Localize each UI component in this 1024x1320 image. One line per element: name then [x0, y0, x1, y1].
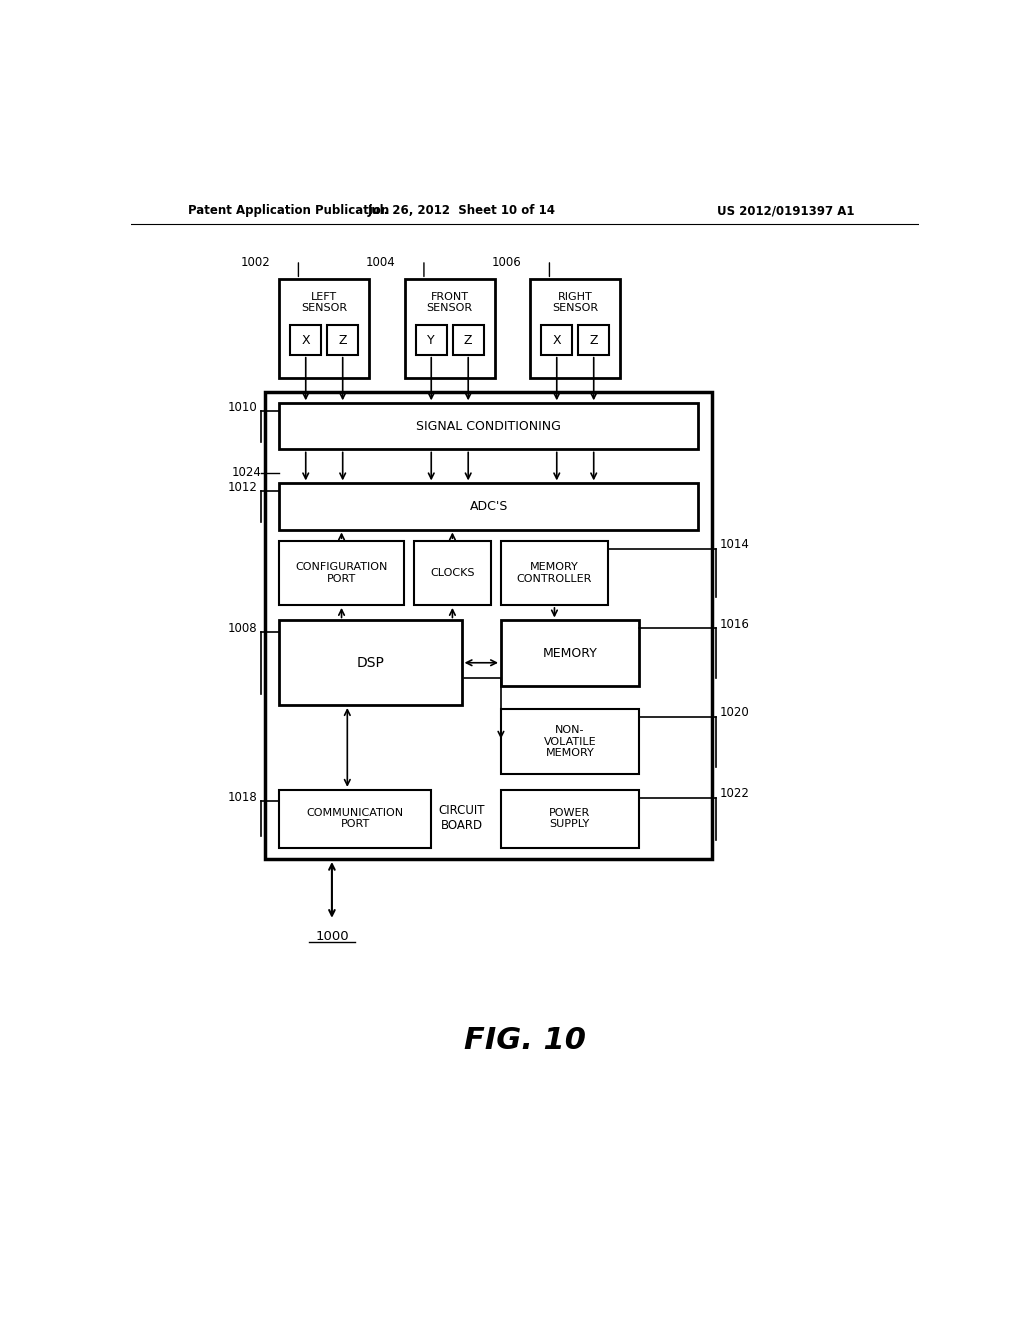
Text: MEMORY: MEMORY [543, 647, 597, 660]
Text: 1000: 1000 [315, 929, 349, 942]
Bar [280, 789, 431, 847]
Text: Z: Z [464, 334, 472, 347]
Text: Patent Application Publication: Patent Application Publication [188, 205, 389, 218]
Text: COMMUNICATION
PORT: COMMUNICATION PORT [306, 808, 403, 829]
Bar [280, 404, 698, 449]
Text: ADC'S: ADC'S [469, 500, 508, 513]
Bar [265, 392, 712, 859]
Text: 1012: 1012 [227, 480, 258, 494]
Text: NON-
VOLATILE
MEMORY: NON- VOLATILE MEMORY [544, 725, 596, 758]
Text: FRONT
SENSOR: FRONT SENSOR [427, 292, 473, 313]
Bar [280, 280, 370, 378]
Text: 1002: 1002 [241, 256, 270, 269]
Text: 1008: 1008 [228, 622, 258, 635]
Bar [501, 789, 639, 847]
Text: FIG. 10: FIG. 10 [464, 1026, 586, 1055]
Text: 1024: 1024 [231, 466, 261, 479]
Bar [416, 326, 446, 355]
Bar [328, 326, 358, 355]
Text: Y: Y [427, 334, 435, 347]
Text: Z: Z [590, 334, 598, 347]
Bar [579, 326, 609, 355]
Bar [280, 541, 403, 605]
Text: 1014: 1014 [720, 539, 750, 552]
Text: 1018: 1018 [228, 791, 258, 804]
Text: 1022: 1022 [720, 787, 750, 800]
Text: 1004: 1004 [366, 256, 395, 269]
Text: X: X [301, 334, 310, 347]
Text: US 2012/0191397 A1: US 2012/0191397 A1 [717, 205, 854, 218]
Text: 1010: 1010 [228, 400, 258, 413]
Bar [542, 326, 572, 355]
Text: LEFT
SENSOR: LEFT SENSOR [301, 292, 347, 313]
Bar [280, 483, 698, 529]
Bar [414, 541, 490, 605]
Text: Z: Z [339, 334, 347, 347]
Text: CIRCUIT
BOARD: CIRCUIT BOARD [438, 804, 485, 833]
Text: Jul. 26, 2012  Sheet 10 of 14: Jul. 26, 2012 Sheet 10 of 14 [368, 205, 556, 218]
Bar [280, 620, 462, 705]
Text: POWER
SUPPLY: POWER SUPPLY [549, 808, 591, 829]
Text: RIGHT
SENSOR: RIGHT SENSOR [552, 292, 598, 313]
Text: MEMORY
CONTROLLER: MEMORY CONTROLLER [517, 562, 592, 583]
Text: CLOCKS: CLOCKS [430, 568, 475, 578]
Bar [530, 280, 621, 378]
Text: DSP: DSP [356, 656, 384, 669]
Text: 1020: 1020 [720, 706, 750, 719]
Bar [501, 620, 639, 686]
Bar [501, 709, 639, 775]
Text: 1016: 1016 [720, 618, 750, 631]
Text: 1006: 1006 [492, 256, 521, 269]
Bar [453, 326, 483, 355]
Text: SIGNAL CONDITIONING: SIGNAL CONDITIONING [416, 420, 561, 433]
Bar [501, 541, 608, 605]
Bar [291, 326, 322, 355]
Text: CONFIGURATION
PORT: CONFIGURATION PORT [295, 562, 388, 583]
Bar [404, 280, 495, 378]
Text: X: X [552, 334, 561, 347]
